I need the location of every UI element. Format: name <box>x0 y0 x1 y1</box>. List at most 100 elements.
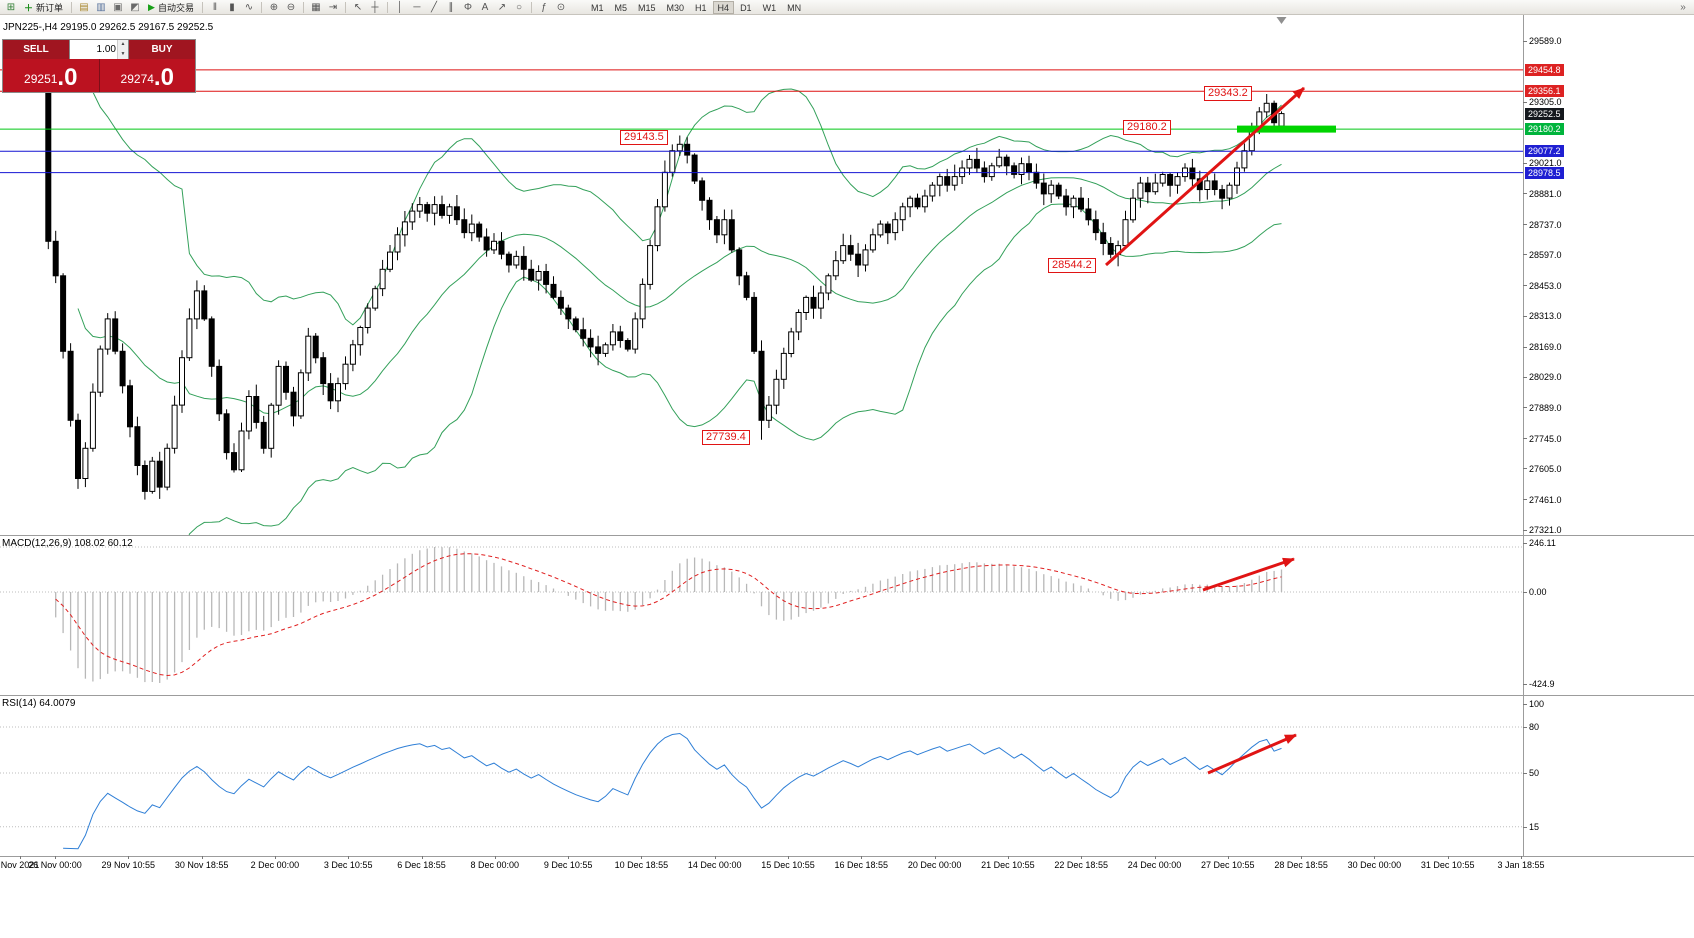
macd-indicator-chart[interactable] <box>0 535 1523 695</box>
vertical-line-icon[interactable]: │ <box>396 1 404 13</box>
timeframe-button-w1[interactable]: W1 <box>762 2 777 13</box>
candlestick-chart[interactable] <box>0 15 1523 535</box>
bar-chart-icon[interactable]: ‖ <box>212 1 218 13</box>
price-tick <box>1523 101 1527 103</box>
indicator-scale-tick <box>1523 726 1527 728</box>
time-axis-label: 9 Dec 10:55 <box>543 860 593 870</box>
timeframe-button-h1[interactable]: H1 <box>695 2 707 13</box>
market-watch-icon[interactable]: ▤ <box>79 1 89 13</box>
buy-button[interactable]: BUY <box>129 40 195 59</box>
timeframe-button-mn[interactable]: MN <box>787 2 802 13</box>
rsi-indicator-chart[interactable] <box>0 695 1523 856</box>
price-tick <box>1523 315 1527 317</box>
time-axis[interactable]: Nov 2021 26 Nov 00:00 29 Nov 10:55 30 Nov 1… <box>0 856 1560 874</box>
indicators-icon[interactable]: ƒ <box>541 1 547 13</box>
terminal-icon[interactable]: ▣ <box>113 1 123 13</box>
price-axis-label: 27889.0 <box>1529 402 1562 413</box>
zoom-out-icon[interactable]: ⊖ <box>286 1 296 13</box>
volume-input[interactable] <box>70 40 117 59</box>
time-axis-label: 22 Dec 18:55 <box>1054 860 1108 870</box>
price-tick <box>1523 40 1527 42</box>
panel-separator <box>0 856 1694 857</box>
zoom-in-icon[interactable]: ⊕ <box>269 1 279 13</box>
candlestick-chart-icon[interactable]: ▮ <box>229 1 235 13</box>
price-axis-marker: 28978.5 <box>1525 166 1564 179</box>
auto-trading-icon: ▶ <box>148 1 155 12</box>
price-axis-marker: 29180.2 <box>1525 123 1564 136</box>
volume-up-button[interactable]: ▲ <box>118 40 128 50</box>
highlight-bar <box>1237 125 1336 133</box>
time-axis-label: 31 Dec 10:55 <box>1420 860 1475 870</box>
time-axis-label: 15 Dec 10:55 <box>761 860 815 870</box>
sell-price[interactable]: 29251.0 <box>3 59 100 92</box>
volume-down-button[interactable]: ▼ <box>118 49 128 59</box>
price-axis-label: 29021.0 <box>1529 158 1562 169</box>
time-axis-label: 16 Dec 18:55 <box>834 860 889 870</box>
toolbar: ⊞ ＋新订单 ▤ ▥ ▣ ◩ ▶ 自动交易 ‖ ▮ ∿ ⊕ ⊖ ▦ ⇥ ↖ ┼ │ ─ ╱ ∥ Φ A ↗ ○ ƒ ⊙ M1 M5 M15… <box>0 0 1694 15</box>
timeframe-button-h4[interactable]: H4 <box>712 0 735 14</box>
strategy-tester-icon[interactable]: ◩ <box>130 1 140 13</box>
price-axis-label: 27461.0 <box>1529 494 1562 505</box>
price-axis-marker: 29252.5 <box>1525 107 1564 120</box>
arrow-tool-icon[interactable]: ↗ <box>497 1 507 13</box>
navigator-icon[interactable]: ▥ <box>96 1 106 13</box>
panel-separator[interactable] <box>0 535 1694 536</box>
timeframe-button-m15[interactable]: M15 <box>638 2 656 13</box>
timeframe-button-m1[interactable]: M1 <box>590 2 604 13</box>
new-order-button[interactable]: ＋新订单 <box>20 1 67 14</box>
auto-scroll-icon[interactable]: ▦ <box>311 1 321 13</box>
time-tick <box>55 856 56 859</box>
time-tick <box>1227 856 1229 859</box>
toolbar-overflow-icon[interactable]: » <box>1680 1 1686 13</box>
bollinger-bands <box>77 51 1282 535</box>
buy-price-pips: .0 <box>153 64 174 91</box>
time-tick <box>1301 856 1303 859</box>
sell-button[interactable]: SELL <box>3 40 69 59</box>
price-tick <box>1523 224 1527 226</box>
time-axis-label: 28 Dec 18:55 <box>1274 860 1328 870</box>
timeframe-button-m30[interactable]: M30 <box>666 2 685 13</box>
sell-price-pips: .0 <box>57 64 78 91</box>
indicator-scale-label: 15 <box>1529 822 1540 832</box>
price-axis-label: 28597.0 <box>1529 249 1562 260</box>
indicator-scale-label: 0.00 <box>1529 587 1547 597</box>
volume-spinner: ▲ ▼ <box>117 40 128 59</box>
indicator-scale-label: 50 <box>1529 768 1540 778</box>
one-click-trading-panel: SELL ▲ ▼ BUY 29251.0 29274.0 <box>2 39 196 93</box>
trend-arrow <box>1202 557 1295 592</box>
panel-separator[interactable] <box>0 695 1694 696</box>
price-axis-label: 28881.0 <box>1529 188 1562 199</box>
chart-shift-icon[interactable]: ⇥ <box>328 1 338 13</box>
shapes-icon[interactable]: ○ <box>515 1 522 13</box>
crosshair-icon[interactable]: ┼ <box>371 1 379 13</box>
trend-arrow <box>1207 733 1297 775</box>
price-axis-label: 27745.0 <box>1529 433 1562 444</box>
timeframe-button-d1[interactable]: D1 <box>740 2 752 13</box>
auto-trading-button[interactable]: ▶ 自动交易 <box>144 1 198 14</box>
toolbar-separator <box>260 1 262 13</box>
toolbar-separator <box>302 1 304 13</box>
macd-label: MACD(12,26,9) 108.02 60.12 <box>2 538 133 549</box>
time-axis-label: Nov 2021 <box>0 860 40 870</box>
time-tick <box>1154 856 1156 859</box>
price-axis[interactable]: 29589.0 29305.0 29021.0 28881.0 28737.0 28597… <box>1523 0 1694 938</box>
channel-icon[interactable]: ∥ <box>448 1 454 13</box>
price-tick <box>1523 499 1527 501</box>
line-chart-icon[interactable]: ∿ <box>244 1 254 13</box>
volume-box: ▲ ▼ <box>69 40 129 59</box>
timeframe-button-m5[interactable]: M5 <box>614 2 627 13</box>
cursor-icon[interactable]: ↖ <box>353 1 363 13</box>
buy-price[interactable]: 29274.0 <box>99 59 195 92</box>
chart-shift-marker <box>1276 17 1287 24</box>
toolbar-separator <box>71 1 73 13</box>
periods-icon[interactable]: ⊙ <box>556 1 566 13</box>
horizontal-line-icon[interactable]: ─ <box>413 1 421 13</box>
price-tick <box>1523 162 1527 164</box>
new-chart-icon[interactable]: ⊞ <box>6 1 16 13</box>
price-tick <box>1523 468 1527 470</box>
fibonacci-icon[interactable]: Φ <box>463 1 472 13</box>
indicator-scale-label: 100 <box>1529 699 1545 709</box>
toolbar-separator <box>530 1 532 13</box>
text-tool-icon[interactable]: A <box>481 1 489 13</box>
trendline-icon[interactable]: ╱ <box>430 1 437 13</box>
